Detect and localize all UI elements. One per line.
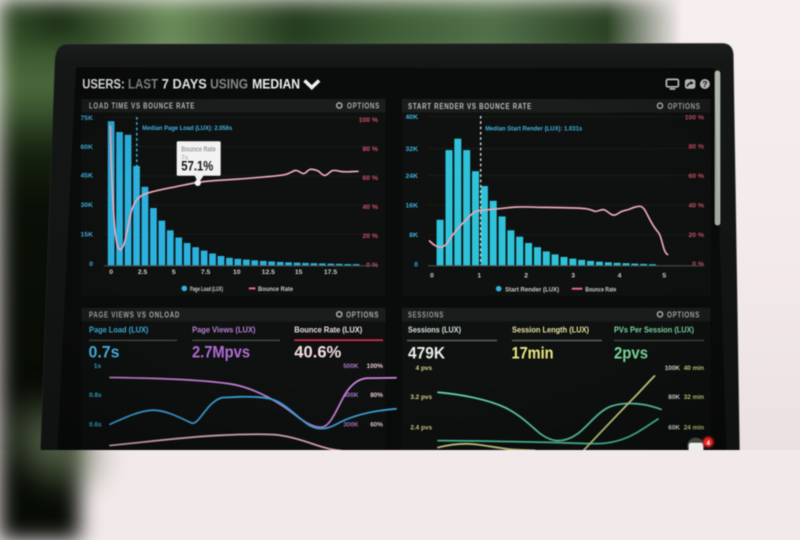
- svg-text:4: 4: [706, 440, 710, 447]
